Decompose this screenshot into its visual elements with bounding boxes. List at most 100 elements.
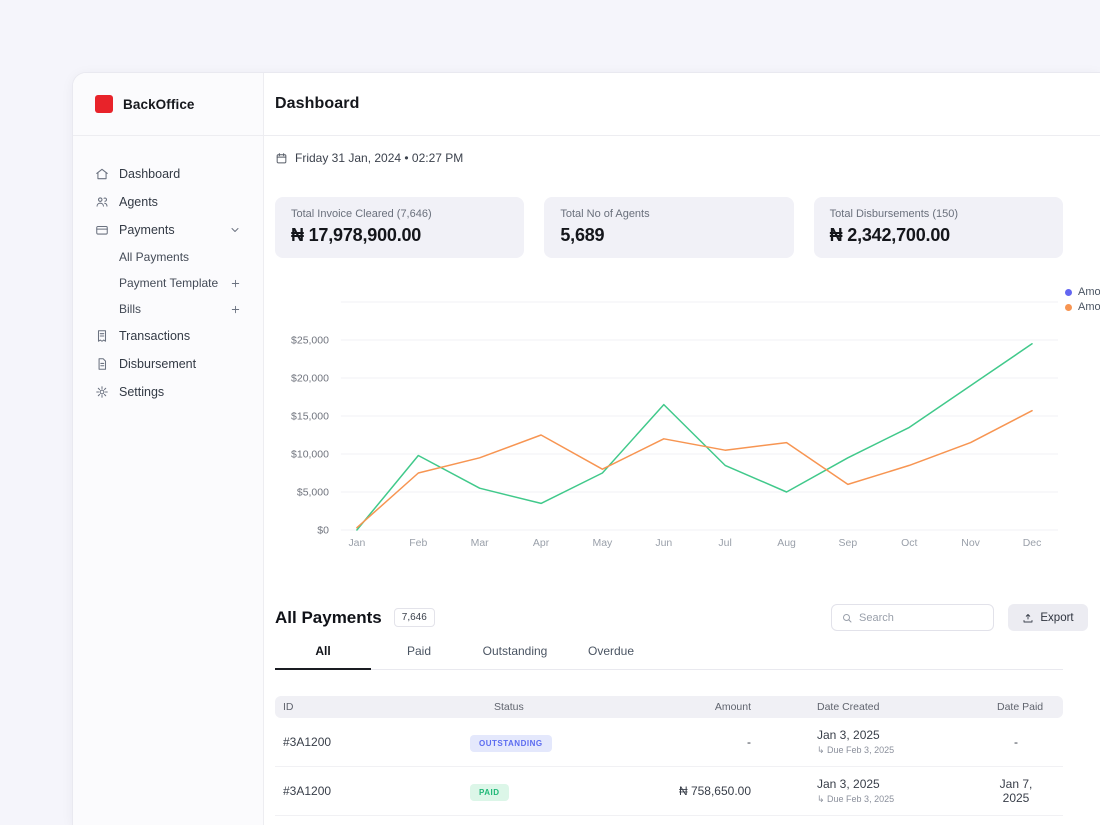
table-row[interactable]: #3A1200 PAID ₦ 758,650.00 Jan 3, 2025 ↳ …: [275, 767, 1063, 816]
svg-text:$0: $0: [317, 525, 329, 536]
sidebar-item-label: Dashboard: [119, 167, 181, 181]
payments-icon: [96, 225, 108, 235]
main-header: Dashboard: [264, 73, 1100, 136]
cell-id: #3A1200: [283, 735, 332, 749]
all-payments-section: All Payments 7,646 Export Al: [275, 604, 1088, 816]
main-content: Friday 31 Jan, 2024 • 02:27 PM Total Inv…: [264, 136, 1100, 816]
cell-id: #3A1200: [283, 784, 332, 798]
payments-table: ID Status Amount Date Created Date Paid …: [275, 696, 1063, 816]
legend-item: Amo: [1065, 301, 1100, 313]
chart-legend: Amo Amo: [1065, 286, 1100, 313]
sidebar-item-transactions[interactable]: Transactions: [87, 322, 249, 350]
svg-text:Apr: Apr: [533, 538, 550, 549]
col-header-date-paid: Date Paid: [997, 701, 1044, 713]
sidebar-item-label: Payment Template: [119, 276, 219, 290]
stat-card-agents: Total No of Agents 5,689: [544, 197, 794, 258]
app-window: BackOffice Dashboard Agents Payments All…: [72, 72, 1100, 825]
stat-value: 5,689: [560, 225, 605, 245]
payments-line-chart: Amo Amo $0 $5,000 $10,000 $15,000 $20,000 $25…: [275, 284, 1100, 552]
sidebar-item-settings[interactable]: Settings: [87, 378, 249, 406]
sidebar-item-payment-template[interactable]: Payment Template: [87, 270, 249, 296]
sidebar-item-label: Disbursement: [119, 357, 197, 371]
sidebar-item-dashboard[interactable]: Dashboard: [87, 160, 249, 188]
date-created: Jan 3, 2025: [817, 728, 880, 742]
status-badge: PAID: [470, 783, 509, 801]
status-badge: OUTSTANDING: [470, 734, 552, 752]
export-button[interactable]: Export: [1008, 604, 1088, 631]
brand-name: BackOffice: [123, 96, 195, 112]
svg-text:Sep: Sep: [839, 538, 858, 549]
cell-date-created: Jan 3, 2025 ↳ Due Feb 3, 2025: [817, 728, 997, 756]
table-header-row: ID Status Amount Date Created Date Paid: [275, 696, 1063, 718]
sidebar-item-label: Payments: [119, 223, 175, 237]
tab-overdue[interactable]: Overdue: [587, 644, 635, 658]
sidebar-item-agents[interactable]: Agents: [87, 188, 249, 216]
svg-text:Aug: Aug: [777, 538, 796, 549]
home-icon: [96, 168, 108, 180]
sidebar-item-bills[interactable]: Bills: [87, 296, 249, 322]
col-header-status: Status: [494, 701, 524, 713]
due-date: ↳ Due Feb 3, 2025: [817, 794, 895, 804]
cell-date-paid: Jan 7, 2025: [999, 777, 1033, 805]
svg-text:Oct: Oct: [901, 538, 917, 549]
payments-tabs: All Paid Outstanding Overdue: [275, 644, 1063, 670]
legend-dot-icon: [1065, 303, 1072, 311]
table-row[interactable]: #3A1200 OUTSTANDING - Jan 3, 2025 ↳ Due …: [275, 718, 1063, 767]
search-box[interactable]: [831, 604, 994, 631]
stat-label: Total Invoice Cleared (7,646): [291, 208, 432, 220]
add-payment-template-button[interactable]: [230, 278, 241, 289]
stat-value: ₦ 2,342,700.00: [829, 225, 951, 245]
svg-text:Mar: Mar: [471, 538, 490, 549]
svg-text:May: May: [592, 538, 613, 549]
sidebar-item-label: Bills: [119, 302, 142, 316]
svg-text:$5,000: $5,000: [297, 487, 329, 498]
sidebar-item-label: All Payments: [119, 250, 190, 264]
cell-date-created: Jan 3, 2025 ↳ Due Feb 3, 2025: [817, 777, 997, 805]
export-label: Export: [1040, 611, 1074, 624]
col-header-amount: Amount: [714, 701, 751, 713]
date-created: Jan 3, 2025: [817, 777, 880, 791]
all-payments-header: All Payments 7,646 Export: [275, 604, 1088, 631]
sidebar-item-label: Agents: [119, 195, 158, 209]
main-area: Dashboard Friday 31 Jan, 2024 • 02:27 PM…: [264, 73, 1100, 825]
add-bill-button[interactable]: [230, 304, 241, 315]
svg-text:$10,000: $10,000: [291, 449, 329, 460]
svg-text:Jul: Jul: [718, 538, 731, 549]
cell-amount: -: [747, 735, 751, 749]
stat-value: ₦ 17,978,900.00: [291, 225, 422, 245]
sidebar-nav: Dashboard Agents Payments All Payments P…: [73, 136, 263, 430]
current-datetime: Friday 31 Jan, 2024 • 02:27 PM: [295, 151, 464, 165]
sidebar-item-payments[interactable]: Payments: [87, 216, 249, 244]
svg-text:Dec: Dec: [1023, 538, 1042, 549]
date-row: Friday 31 Jan, 2024 • 02:27 PM: [275, 151, 1063, 165]
tab-all[interactable]: All: [275, 644, 371, 670]
stat-cards: Total Invoice Cleared (7,646) ₦ 17,978,9…: [275, 197, 1063, 258]
tab-paid[interactable]: Paid: [406, 644, 432, 658]
svg-text:$20,000: $20,000: [291, 373, 329, 384]
stat-label: Total No of Agents: [560, 208, 650, 220]
stat-card-disbursements: Total Disbursements (150) ₦ 2,342,700.00: [813, 197, 1063, 258]
sidebar-item-disbursement[interactable]: Disbursement: [87, 350, 249, 378]
col-header-id: ID: [283, 701, 294, 713]
brand: BackOffice: [73, 73, 263, 136]
chevron-down-icon: [231, 228, 239, 232]
search-icon: [843, 613, 852, 622]
legend-dot-icon: [1065, 288, 1072, 296]
tab-outstanding[interactable]: Outstanding: [482, 644, 548, 658]
legend-label: Amo: [1078, 286, 1100, 298]
svg-text:Jun: Jun: [655, 538, 672, 549]
gear-icon: [96, 386, 108, 398]
legend-label: Amo: [1078, 301, 1100, 313]
sidebar-item-label: Transactions: [119, 329, 191, 343]
brand-logo: [95, 95, 113, 113]
cell-date-paid: -: [1014, 735, 1018, 749]
payments-count-badge: 7,646: [393, 608, 435, 627]
svg-text:Nov: Nov: [961, 538, 980, 549]
legend-item: Amo: [1065, 286, 1100, 298]
svg-text:$15,000: $15,000: [291, 411, 329, 422]
svg-text:Feb: Feb: [409, 538, 427, 549]
sidebar-item-all-payments[interactable]: All Payments: [87, 244, 249, 270]
svg-text:Jan: Jan: [348, 538, 365, 549]
stat-label: Total Disbursements (150): [829, 208, 959, 220]
search-input[interactable]: [859, 611, 984, 624]
